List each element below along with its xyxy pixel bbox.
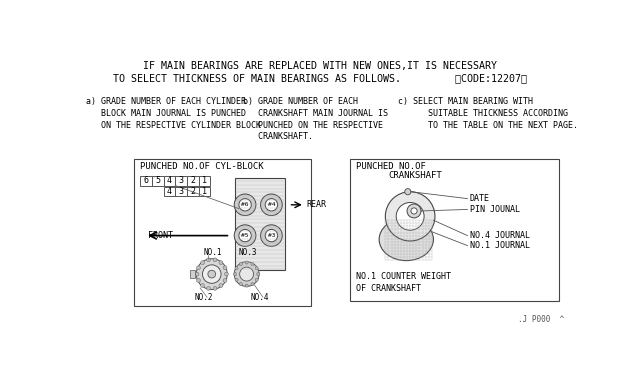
- Circle shape: [251, 283, 254, 286]
- Text: REAR: REAR: [307, 200, 326, 209]
- Circle shape: [219, 283, 223, 288]
- Circle shape: [234, 262, 259, 286]
- Ellipse shape: [379, 218, 433, 261]
- Circle shape: [239, 230, 252, 242]
- Circle shape: [235, 278, 238, 281]
- Circle shape: [396, 202, 424, 230]
- Circle shape: [234, 225, 256, 246]
- Circle shape: [404, 189, 411, 195]
- Circle shape: [407, 204, 421, 218]
- Text: c) SELECT MAIN BEARING WITH
      SUITABLE THICKNESS ACCORDING
      TO THE TABL: c) SELECT MAIN BEARING WITH SUITABLE THI…: [397, 97, 578, 129]
- Circle shape: [234, 273, 237, 276]
- Circle shape: [235, 267, 238, 270]
- Text: 4: 4: [167, 176, 172, 185]
- Bar: [152, 176, 164, 186]
- Text: TO SELECT THICKNESS OF MAIN BEARINGS AS FOLLOWS.         〈CODE:12207〉: TO SELECT THICKNESS OF MAIN BEARINGS AS …: [113, 73, 527, 83]
- Circle shape: [245, 284, 248, 287]
- Circle shape: [200, 283, 205, 288]
- Circle shape: [251, 263, 254, 266]
- Circle shape: [239, 267, 253, 281]
- Bar: [198, 187, 210, 196]
- Circle shape: [257, 273, 260, 276]
- Text: 2: 2: [190, 176, 195, 185]
- Circle shape: [196, 266, 200, 270]
- Circle shape: [245, 261, 248, 264]
- Circle shape: [223, 279, 227, 282]
- Text: NO.1 COUNTER WEIGHT
OF CRANKSHAFT: NO.1 COUNTER WEIGHT OF CRANKSHAFT: [356, 272, 451, 293]
- Circle shape: [202, 265, 221, 283]
- Text: NO.2: NO.2: [195, 293, 213, 302]
- Circle shape: [260, 194, 282, 216]
- Text: 1: 1: [202, 187, 207, 196]
- Text: #3: #3: [268, 233, 275, 238]
- Text: NO.3: NO.3: [239, 248, 257, 257]
- Bar: [349, 158, 559, 301]
- Text: #6: #6: [241, 202, 249, 207]
- Circle shape: [255, 278, 259, 281]
- Text: 5: 5: [156, 176, 161, 185]
- Bar: [175, 176, 187, 186]
- Text: PUNCHED NO.OF CYL-BLOCK: PUNCHED NO.OF CYL-BLOCK: [140, 162, 264, 171]
- Circle shape: [260, 225, 282, 246]
- Circle shape: [225, 272, 228, 276]
- Circle shape: [239, 199, 252, 211]
- Circle shape: [195, 272, 199, 276]
- Circle shape: [219, 261, 223, 264]
- Text: 2: 2: [190, 187, 195, 196]
- Text: NO.1: NO.1: [204, 248, 223, 257]
- Text: 4: 4: [167, 187, 172, 196]
- Text: #5: #5: [241, 233, 249, 238]
- Text: #4: #4: [268, 202, 275, 207]
- Circle shape: [255, 267, 259, 270]
- Circle shape: [213, 286, 217, 290]
- Text: NO.1 JOURNAL: NO.1 JOURNAL: [470, 241, 530, 250]
- Circle shape: [239, 263, 243, 266]
- Bar: [187, 187, 198, 196]
- Circle shape: [234, 194, 256, 216]
- Circle shape: [265, 230, 278, 242]
- Text: 6: 6: [144, 176, 148, 185]
- Text: .J P000  ^: .J P000 ^: [518, 315, 564, 324]
- Circle shape: [208, 270, 216, 278]
- Text: b) GRADE NUMBER OF EACH
   CRANKSHAFT MAIN JOURNAL IS
   PUNCHED ON THE RESPECTI: b) GRADE NUMBER OF EACH CRANKSHAFT MAIN …: [243, 97, 388, 141]
- Circle shape: [196, 259, 227, 289]
- Bar: [235, 178, 285, 270]
- Text: PUNCHED NO.OF: PUNCHED NO.OF: [356, 162, 426, 171]
- Circle shape: [411, 208, 417, 214]
- Circle shape: [207, 258, 211, 262]
- Circle shape: [265, 199, 278, 211]
- Bar: [175, 187, 187, 196]
- Circle shape: [385, 192, 435, 241]
- Bar: [187, 176, 198, 186]
- Text: 3: 3: [179, 176, 184, 185]
- Bar: [164, 187, 175, 196]
- Bar: [134, 158, 311, 307]
- Circle shape: [200, 261, 205, 264]
- Bar: [140, 176, 152, 186]
- Circle shape: [239, 283, 243, 286]
- Bar: [198, 176, 210, 186]
- Text: FRONT: FRONT: [148, 231, 173, 240]
- Text: 3: 3: [179, 187, 184, 196]
- Bar: [190, 270, 195, 278]
- Circle shape: [196, 279, 200, 282]
- Text: 1: 1: [202, 176, 207, 185]
- Text: NO.4 JOURNAL: NO.4 JOURNAL: [470, 231, 530, 240]
- Text: DATE: DATE: [470, 194, 490, 203]
- Circle shape: [213, 258, 217, 262]
- Text: a) GRADE NUMBER OF EACH CYLINDER
   BLOCK MAIN JOURNAL IS PUNCHED
   ON THE RESP: a) GRADE NUMBER OF EACH CYLINDER BLOCK M…: [86, 97, 261, 129]
- Text: IF MAIN BEARINGS ARE REPLACED WITH NEW ONES,IT IS NECESSARY: IF MAIN BEARINGS ARE REPLACED WITH NEW O…: [143, 61, 497, 71]
- Circle shape: [223, 266, 227, 270]
- Text: CRANKSHAFT: CRANKSHAFT: [388, 171, 442, 180]
- Bar: [164, 176, 175, 186]
- Text: NO.4: NO.4: [250, 293, 269, 302]
- Text: PIN JOUNAL: PIN JOUNAL: [470, 205, 520, 214]
- Circle shape: [207, 286, 211, 290]
